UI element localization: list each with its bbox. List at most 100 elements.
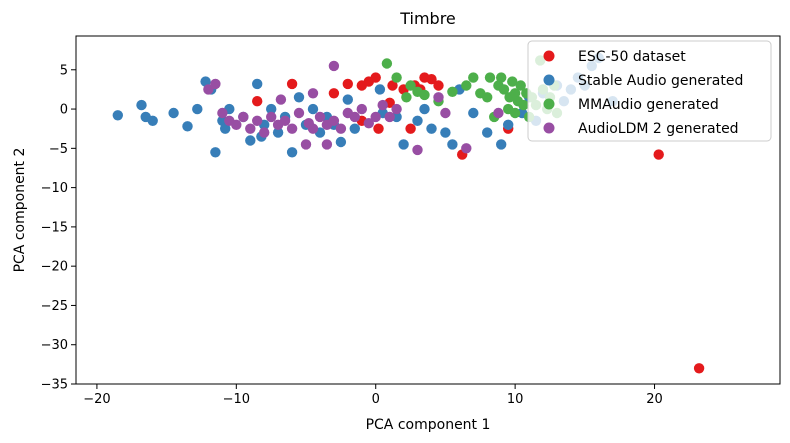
data-point-series-1 [370, 72, 381, 83]
data-point-series-1 [328, 88, 340, 99]
legend-marker-series-4 [543, 122, 555, 134]
data-point-series-2 [286, 147, 298, 158]
data-point-series-3 [518, 99, 529, 111]
data-point-series-1 [387, 80, 398, 91]
data-point-series-1 [405, 123, 416, 134]
data-point-series-1 [286, 78, 298, 90]
data-point-series-4 [238, 111, 249, 123]
data-point-series-3 [468, 72, 479, 83]
y-tick-label: −35 [41, 378, 68, 393]
data-point-series-2 [482, 127, 493, 138]
y-tick-label: −5 [49, 142, 68, 157]
y-axis-ticks: 5 0 −5 −10 −15 −20 −25 −30 −35 [41, 63, 76, 393]
data-point-series-4 [440, 107, 451, 119]
data-point-series-1 [373, 123, 384, 134]
data-point-series-3 [401, 92, 412, 103]
data-point-series-2 [412, 115, 423, 127]
data-point-series-4 [356, 103, 367, 115]
data-point-series-3 [509, 88, 521, 99]
data-point-series-3 [447, 86, 458, 98]
data-point-series-4 [259, 127, 270, 138]
y-tick-label: −25 [41, 299, 68, 314]
data-point-series-4 [307, 123, 319, 134]
data-point-series-2 [307, 103, 319, 115]
data-point-series-4 [461, 143, 472, 154]
data-point-series-3 [507, 76, 518, 87]
y-tick-label: −10 [41, 181, 68, 196]
data-point-series-2 [349, 123, 360, 134]
data-point-series-1 [653, 149, 664, 160]
data-point-series-2 [182, 121, 193, 132]
data-point-series-2 [147, 115, 158, 127]
legend-label-series-3: MMAudio generated [578, 97, 719, 113]
data-point-series-4 [321, 139, 333, 150]
data-point-series-4 [266, 111, 277, 123]
data-point-series-4 [391, 103, 402, 115]
data-point-series-3 [419, 89, 430, 101]
y-tick-label: −20 [41, 260, 68, 275]
legend: ESC-50 dataset Stable Audio generated MMAu… [527, 40, 772, 142]
legend-marker-series-2 [543, 74, 555, 86]
legend-label-series-2: Stable Audio generated [578, 73, 743, 89]
data-point-series-2 [252, 78, 263, 90]
data-point-series-4 [363, 118, 374, 129]
data-point-series-4 [231, 119, 242, 130]
data-point-series-2 [468, 107, 479, 119]
data-point-series-2 [200, 76, 211, 87]
data-point-series-4 [286, 123, 298, 134]
data-point-series-2 [192, 103, 203, 115]
data-point-series-1 [433, 80, 444, 91]
data-point-series-3 [484, 72, 496, 83]
legend-marker-series-3 [543, 98, 555, 110]
data-point-series-4 [433, 92, 444, 103]
data-point-series-4 [370, 111, 381, 123]
data-point-series-2 [440, 127, 451, 138]
data-point-series-2 [136, 99, 147, 111]
data-point-series-2 [374, 84, 386, 95]
data-point-series-4 [328, 115, 340, 127]
data-point-series-4 [314, 111, 326, 123]
data-point-series-4 [412, 144, 423, 156]
data-point-series-2 [335, 136, 347, 148]
data-point-series-2 [419, 103, 430, 115]
x-tick-label: 20 [646, 392, 663, 407]
legend-label-series-1: ESC-50 dataset [578, 49, 686, 65]
data-point-series-4 [252, 115, 263, 127]
x-tick-label: 10 [507, 392, 524, 407]
data-point-series-2 [447, 139, 458, 150]
plot-frame [75, 35, 781, 385]
x-tick-label: 0 [372, 392, 380, 407]
data-point-series-4 [279, 115, 291, 127]
data-point-series-4 [293, 107, 305, 119]
data-point-series-4 [307, 88, 319, 99]
data-point-series-1 [693, 363, 705, 374]
legend-marker-series-1 [543, 50, 555, 62]
y-tick-label: −30 [41, 338, 68, 353]
x-axis-label: PCA component 1 [366, 417, 491, 433]
data-point-series-2 [220, 123, 231, 134]
data-point-series-2 [266, 103, 277, 115]
data-point-series-3 [405, 80, 416, 91]
data-point-series-4 [203, 84, 214, 95]
data-point-series-4 [335, 123, 347, 134]
data-point-series-3 [515, 80, 526, 91]
data-point-series-2 [426, 123, 437, 134]
y-tick-label: 5 [60, 63, 68, 78]
data-point-series-3 [391, 72, 402, 83]
data-point-series-2 [293, 92, 305, 103]
data-point-series-4 [245, 123, 256, 134]
data-point-series-2 [210, 147, 221, 158]
data-point-series-2 [168, 107, 179, 119]
data-point-series-2 [112, 110, 124, 121]
data-point-series-1 [252, 96, 263, 107]
data-point-series-4 [275, 94, 287, 105]
data-point-series-2 [245, 135, 256, 146]
data-point-series-2 [342, 94, 353, 105]
data-point-series-4 [377, 99, 388, 111]
data-point-series-3 [496, 72, 507, 83]
data-point-series-4 [384, 111, 395, 123]
x-tick-label: −20 [83, 392, 110, 407]
data-point-series-2 [272, 127, 284, 138]
data-point-series-1 [342, 78, 353, 90]
